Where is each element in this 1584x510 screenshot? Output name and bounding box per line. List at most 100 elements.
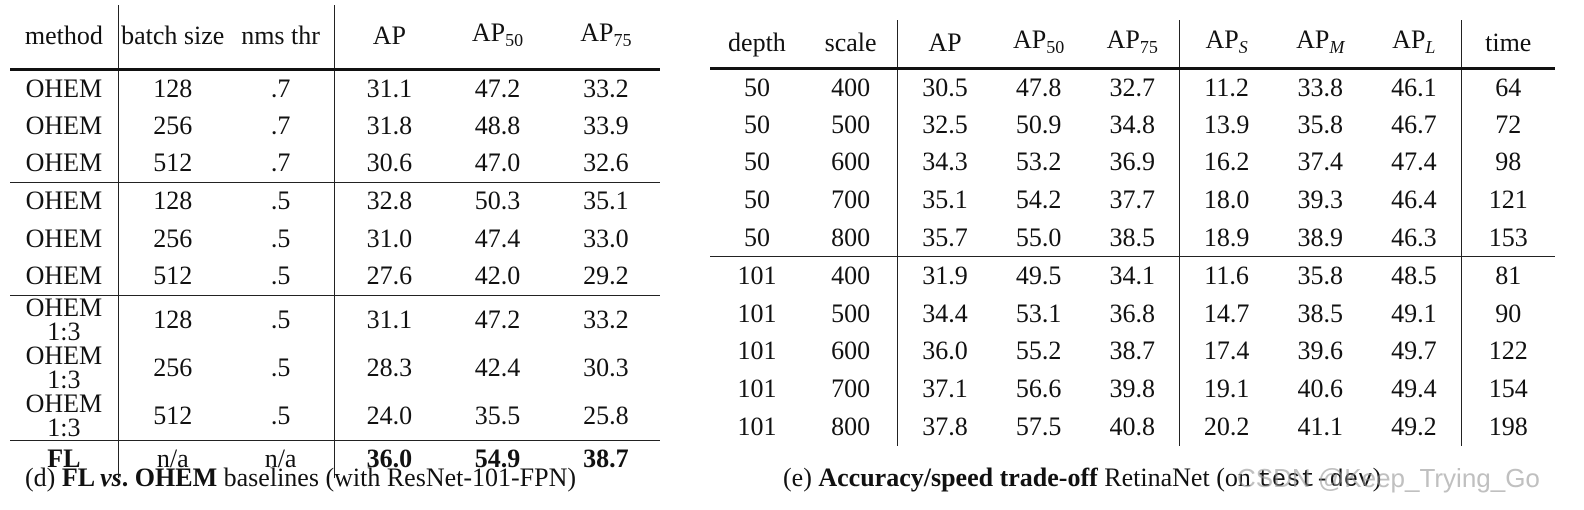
table-cell: .5 (226, 219, 336, 258)
table-row: FL n/a n/a 36.0 54.9 38.7 (10, 440, 660, 478)
header-row: depth scale AP AP 50 AP75 APS AP M APL time (710, 20, 1555, 68)
table-cell: OHEM (10, 219, 119, 258)
table-row: 101 600 36.0 55.2 38.7 17.4 39.6 49.7 122 (710, 332, 1555, 371)
table-cell: 50 (743, 222, 770, 252)
header-cell: APL (1367, 20, 1462, 68)
table-cell: 19.1 (1203, 374, 1250, 404)
table-cell: .7 (226, 69, 336, 107)
table-cell: 25.8 (583, 400, 629, 430)
caption-part: RetinaNet (on (1097, 463, 1258, 492)
table-cell: 48.8 (474, 110, 521, 140)
table-cell: 49.4 (1367, 370, 1462, 409)
watermark: CSDN @Keep_Trying_Go (1237, 463, 1540, 493)
table-cell: 47.2 (474, 73, 521, 103)
header-cell: method (10, 5, 119, 69)
table-cell: 128 (153, 186, 193, 216)
table-cell: 35.1 (583, 186, 629, 216)
table-cell: 56.6 (1015, 374, 1062, 404)
table-cell: 50 (743, 185, 770, 215)
header-cell: AP75 (1085, 20, 1180, 68)
table-cell: .7 (226, 106, 336, 145)
table-cell: 40.8 (1085, 408, 1180, 446)
table-row: OHEM 1:3 128 .5 31.1 47.2 33.2 (10, 294, 660, 344)
table-cell: 128 (153, 304, 193, 334)
table-cell: 35.7 (922, 222, 968, 252)
table-cell: OHEM (10, 257, 119, 296)
table-cell: 34.3 (922, 147, 968, 177)
table-cell: 50 (743, 72, 770, 102)
table-cell: 500 (803, 294, 899, 333)
caption-part: (e) (783, 463, 819, 492)
header-subscript: 75 (613, 29, 632, 50)
table-cell: 512 (153, 261, 193, 291)
table-cell: 46.1 (1367, 68, 1462, 106)
caption-d: (d) FL vs. OHEM baselines (with ResNet-1… (25, 463, 576, 493)
header-text: AP (580, 17, 614, 47)
table-cell: 42.0 (474, 261, 521, 291)
table-cell: 49.2 (1367, 408, 1462, 446)
table-cell: 31.8 (366, 110, 413, 140)
table-row: 50 500 32.5 50.9 34.8 13.9 35.8 46.7 72 (710, 105, 1555, 144)
table-row: 50 400 30.5 47.8 32.7 11.2 33.8 46.1 64 (710, 68, 1555, 106)
header-subscript: 75 (1139, 36, 1158, 57)
table-cell: 14.7 (1203, 298, 1250, 328)
header-text: AP (1392, 24, 1426, 54)
table-cell: 54.9 (474, 444, 521, 474)
table-row: 50 600 34.3 53.2 36.9 16.2 37.4 47.4 98 (710, 143, 1555, 182)
table-cell: 46.7 (1367, 105, 1462, 144)
table-cell: 64 (1495, 72, 1522, 102)
table-cell: 33.0 (583, 223, 629, 253)
table-cell: 72 (1495, 109, 1522, 139)
table-row: 101 800 37.8 57.5 40.8 20.2 41.1 49.2 198 (710, 408, 1555, 446)
table-cell: OHEM (10, 144, 119, 183)
table-cell: 38.7 (583, 444, 629, 474)
table-cell: 47.0 (474, 147, 521, 177)
header-cell: APS (1179, 20, 1273, 68)
header-subscript: M (1329, 36, 1345, 57)
table-cell: 24.0 (366, 400, 413, 430)
table-cell: 31.1 (366, 304, 413, 334)
table-cell: n/a (226, 440, 336, 478)
table-cell: 35.8 (1297, 109, 1343, 139)
table-cell: 38.5 (1085, 219, 1180, 257)
table-cell: 700 (803, 181, 899, 220)
table-cell: 55.0 (1015, 222, 1062, 252)
table-cell: 31.0 (366, 223, 413, 253)
header-cell: time (1461, 20, 1555, 68)
table-cell: 33.2 (583, 304, 629, 334)
header-subscript: 50 (1046, 36, 1065, 57)
table-cell: 41.1 (1297, 412, 1343, 442)
table-cell: 34.4 (922, 298, 968, 328)
table-row: OHEM 256 .5 31.0 47.4 33.0 (10, 219, 660, 258)
table-cell: 40.6 (1297, 374, 1343, 404)
table-cell: 30.6 (366, 147, 413, 177)
table-cell: 47.2 (474, 304, 521, 334)
table-cell: 256 (153, 110, 193, 140)
header-text: AP (372, 21, 407, 51)
header-cell: AP75 (552, 5, 660, 69)
header-text: scale (824, 28, 877, 58)
table-cell: 37.7 (1085, 181, 1180, 220)
row-group: 101 400 31.9 49.5 34.1 11.6 35.8 48.5 81 101 500 34… (710, 256, 1555, 446)
header-text: AP (1106, 24, 1140, 54)
table-cell: 38.5 (1297, 298, 1343, 328)
table-cell: 53.2 (1015, 147, 1062, 177)
table-cell: 28.3 (366, 352, 413, 382)
table-cell: 400 (803, 256, 899, 295)
header-cell: batch size (118, 5, 226, 69)
header-text: depth (728, 28, 786, 58)
table-cell: 18.9 (1203, 222, 1250, 252)
table-cell: 49.7 (1367, 332, 1462, 371)
table-cell: 32.5 (922, 109, 968, 139)
table-row: OHEM 256 .7 31.8 48.8 33.9 (10, 106, 660, 145)
table-cell: 800 (803, 408, 899, 446)
table-cell: 101 (737, 298, 777, 328)
header-cell: depth (710, 20, 804, 68)
table-cell: 46.4 (1367, 181, 1462, 220)
table-cell: .5 (226, 295, 336, 344)
table-cell: 30.5 (922, 72, 968, 102)
header-text: AP (928, 28, 962, 58)
table-cell: OHEM (10, 106, 119, 145)
table-cell: 600 (803, 143, 899, 182)
